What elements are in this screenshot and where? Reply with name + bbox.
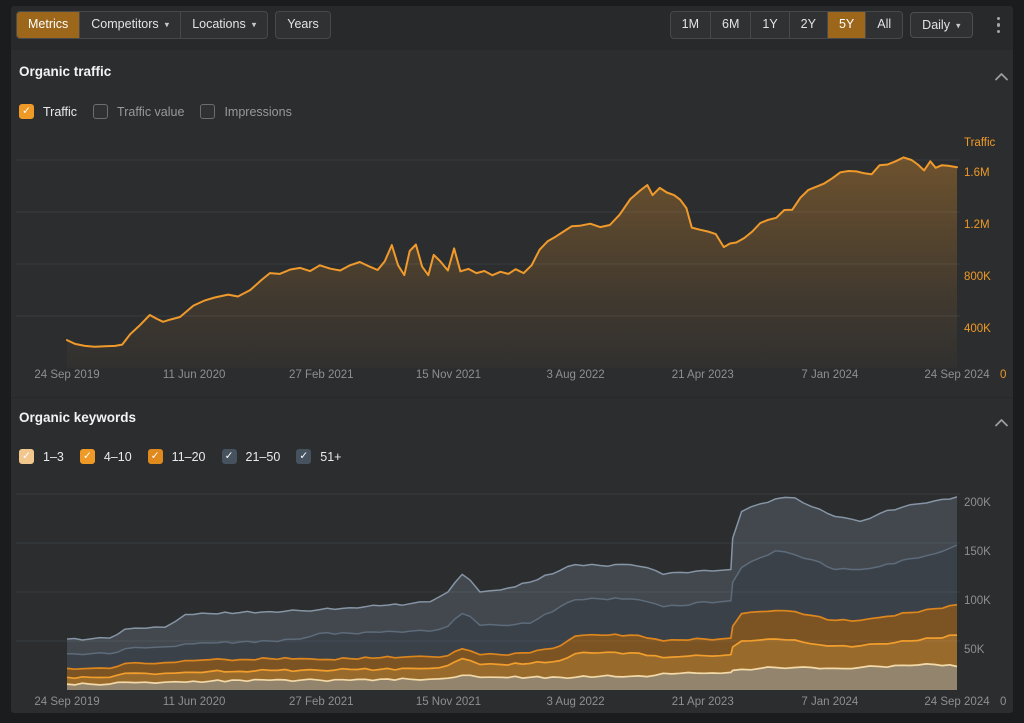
y-tick-zero: 0 [1000,369,1007,381]
checkbox-label: 51+ [320,449,342,464]
checkbox-box: ✓ [296,449,312,464]
checkbox-box: ✓ [221,449,237,464]
x-tick-24-sep-2024: 24 Sep 2024 [924,696,990,708]
x-tick-24-sep-2019: 24 Sep 2019 [34,696,100,708]
y-tick-1-6m: 1.6M [964,167,990,179]
toolbar: Metrics Competitors ▾ Locations ▾ Years 1M 6M 1… [16,11,1008,39]
button-metrics[interactable]: Metrics [17,12,80,38]
checkbox-label: 1–3 [43,449,64,464]
check-icon: ✓ [22,105,31,118]
granularity-button[interactable]: Daily ▾ [910,12,973,38]
x-tick-24-sep-2024: 24 Sep 2024 [924,369,990,381]
check-icon: ✓ [150,450,160,463]
traffic-metric-checkboxes: ✓ Traffic Traffic value Impressions [19,104,292,119]
range-button-6m[interactable]: 6M [710,12,750,38]
x-tick-27-feb-2021: 27 Feb 2021 [288,369,354,381]
checkbox-traffic[interactable]: ✓ Traffic [19,104,77,119]
x-tick-21-apr-2023: 21 Apr 2023 [671,696,734,708]
y-tick-200k: 200K [964,497,991,509]
metrics-label: Metrics [28,17,69,32]
organic-traffic-chart[interactable] [16,140,960,369]
button-locations[interactable]: Locations ▾ [180,12,267,38]
collapse-keywords-section-button[interactable] [992,413,1011,432]
organic-keywords-title: Organic keywords [19,410,137,425]
checkbox-label: Traffic value [117,104,185,119]
checkbox-impressions[interactable]: Impressions [200,104,292,119]
x-tick-24-sep-2019: 24 Sep 2019 [34,369,100,381]
y-tick-150k: 150K [964,546,991,558]
range-button-2y[interactable]: 2Y [788,12,827,38]
toolbar-group: Metrics Competitors ▾ Locations ▾ [16,11,269,39]
y-tick-zero: 0 [1000,696,1007,708]
kebab-menu-button[interactable] [989,12,1009,39]
chevron-up-icon [995,419,1008,427]
date-range-group: 1M 6M 1Y 2Y 5Y All [669,11,904,39]
section-divider [12,397,1012,398]
competitors-label: Competitors [91,17,159,32]
check-icon: ✓ [224,450,234,463]
organic-keywords-chart[interactable] [16,480,960,691]
granularity-label: Daily [922,18,950,32]
y-tick-800k: 800K [964,271,991,283]
checkbox-21-50[interactable]: ✓ 21–50 [221,449,281,464]
checkbox-label: 4–10 [103,449,132,464]
checkbox-label: 11–20 [171,449,206,464]
check-icon: ✓ [82,450,92,463]
x-tick-11-jun-2020: 11 Jun 2020 [162,369,226,381]
caret-down-icon: ▾ [164,19,170,30]
years-label: Years [287,17,319,32]
checkbox-box: ✓ [19,449,34,464]
x-tick-3-aug-2022: 3 Aug 2022 [546,696,605,708]
checkbox-4-10[interactable]: ✓ 4–10 [79,449,132,464]
x-tick-15-nov-2021: 15 Nov 2021 [415,369,482,381]
y-tick-50k: 50K [964,644,985,656]
locations-label: Locations [192,17,246,32]
toolbar-left-groups: Metrics Competitors ▾ Locations ▾ Years [16,11,331,39]
organic-traffic-title: Organic traffic [19,64,112,79]
y-tick-1-2m: 1.2M [964,219,990,231]
x-tick-15-nov-2021: 15 Nov 2021 [415,696,482,708]
checkbox-traffic-value[interactable]: Traffic value [93,104,184,119]
x-tick-3-aug-2022: 3 Aug 2022 [546,369,605,381]
toolbar-group: Years [275,11,331,39]
checkbox-11-20[interactable]: ✓ 11–20 [147,449,206,464]
x-tick-11-jun-2020: 11 Jun 2020 [162,696,226,708]
y-tick-100k: 100K [964,595,991,607]
kebab-dot [996,29,1000,34]
caret-down-icon: ▾ [251,19,257,30]
kebab-dot [996,23,1000,27]
button-competitors[interactable]: Competitors ▾ [79,12,180,38]
checkbox-box: ✓ [19,104,34,119]
checkbox-box: ✓ [79,449,95,464]
traffic-axis-title: Traffic [964,137,996,149]
x-tick-7-jan-2024: 7 Jan 2024 [801,369,859,381]
x-tick-7-jan-2024: 7 Jan 2024 [801,696,859,708]
keyword-position-checkboxes: ✓ 1–3 ✓ 4–10 ✓ 11–20 ✓ 21–50 ✓ 51+ [19,449,342,464]
button-years[interactable]: Years [276,12,330,38]
x-tick-27-feb-2021: 27 Feb 2021 [288,696,354,708]
chevron-up-icon [995,73,1008,81]
x-tick-21-apr-2023: 21 Apr 2023 [671,369,734,381]
checkbox-label: Traffic [43,104,78,119]
caret-down-icon: ▾ [955,20,961,30]
check-icon: ✓ [299,450,309,463]
checkbox-box: ✓ [147,449,163,464]
checkbox-box [93,104,109,119]
y-tick-400k: 400K [964,323,991,335]
range-button-all[interactable]: All [865,12,902,38]
kebab-dot [996,16,1000,21]
checkbox-1-3[interactable]: ✓ 1–3 [19,449,64,464]
checkbox-label: 21–50 [245,449,281,464]
toolbar-right-groups: 1M 6M 1Y 2Y 5Y All Daily ▾ [669,11,1009,39]
range-button-5y[interactable]: 5Y [826,12,866,38]
range-button-1m[interactable]: 1M [671,12,710,38]
checkbox-box [200,104,216,119]
collapse-traffic-section-button[interactable] [992,67,1011,86]
checkbox-51plus[interactable]: ✓ 51+ [296,449,342,464]
range-button-1y[interactable]: 1Y [750,12,788,38]
checkbox-label: Impressions [224,104,292,119]
check-icon: ✓ [22,450,31,463]
